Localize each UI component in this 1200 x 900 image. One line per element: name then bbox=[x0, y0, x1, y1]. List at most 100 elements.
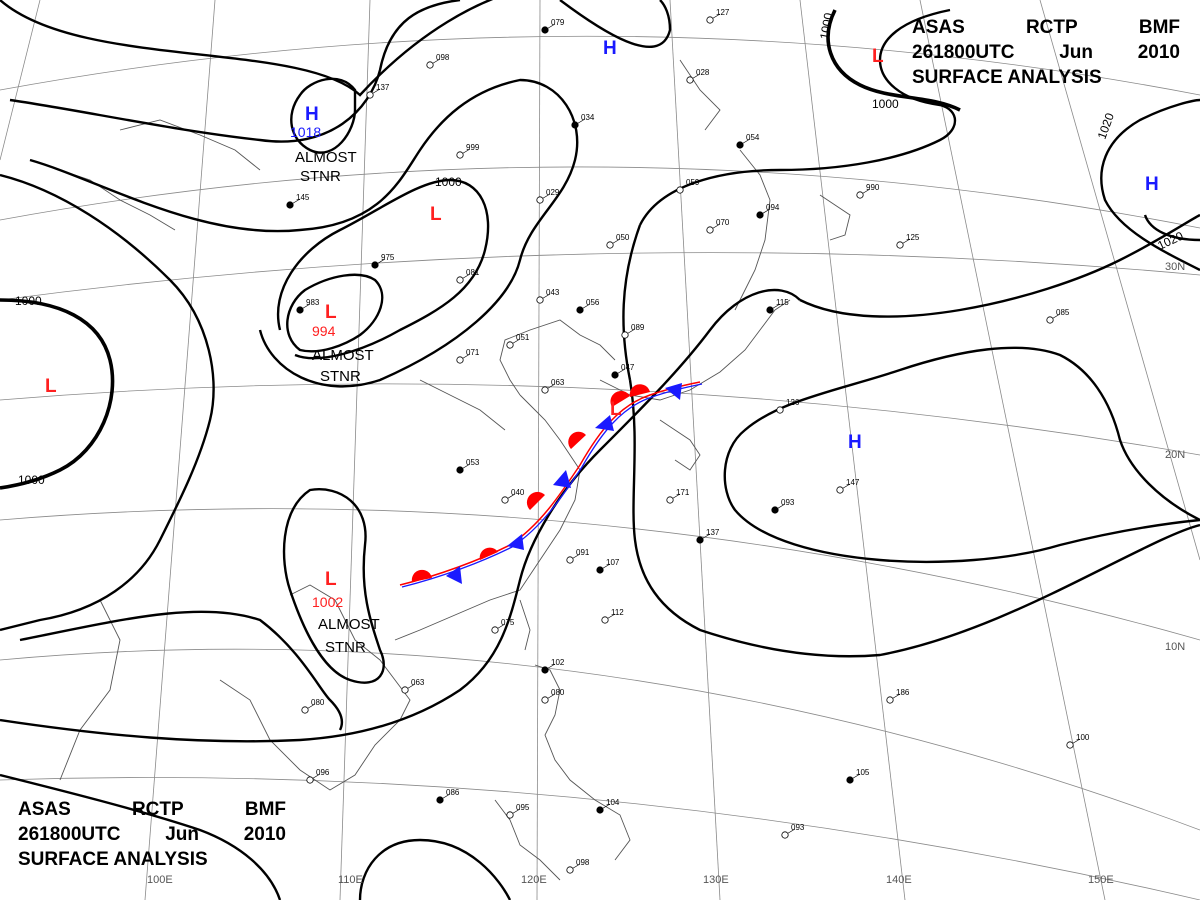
station-marker bbox=[696, 536, 704, 544]
station-plot: 071 bbox=[456, 348, 480, 364]
station-marker bbox=[736, 141, 744, 149]
station-pressure-label: 098 bbox=[576, 858, 590, 867]
header-code: BMF bbox=[244, 799, 286, 820]
station-pressure-label: 137 bbox=[376, 83, 390, 92]
lon-label: 120E bbox=[521, 874, 547, 886]
station-plot: 098 bbox=[566, 858, 590, 874]
front-warm-symbol bbox=[629, 384, 650, 397]
station-pressure-label: 126 bbox=[786, 398, 800, 407]
station-marker bbox=[776, 406, 784, 414]
header-time: 261800UTC bbox=[912, 42, 1015, 63]
station-pressure-label: 186 bbox=[896, 688, 910, 697]
header-row-3: SURFACE ANALYSIS bbox=[18, 847, 286, 872]
station-marker bbox=[401, 686, 409, 694]
station-plot: 186 bbox=[886, 688, 910, 704]
front-cold-symbol bbox=[446, 566, 462, 584]
station-pressure-label: 075 bbox=[501, 618, 515, 627]
station-plot: 050 bbox=[606, 233, 630, 249]
station-pressure-label: 086 bbox=[446, 788, 460, 797]
station-pressure-label: 098 bbox=[436, 53, 450, 62]
station-marker bbox=[456, 151, 464, 159]
station-plot: 100 bbox=[1066, 733, 1090, 749]
annotation-text: STNR bbox=[325, 639, 366, 656]
annotation-text: STNR bbox=[320, 368, 361, 385]
station-plot: 063 bbox=[401, 678, 425, 694]
station-marker bbox=[836, 486, 844, 494]
station-marker bbox=[506, 811, 514, 819]
station-marker bbox=[766, 306, 774, 314]
isobar-labels: 1000 1000 1000 1000 1000 1020 1020 bbox=[15, 11, 1186, 487]
front-cold-symbol bbox=[665, 383, 682, 400]
header-row-3: SURFACE ANALYSIS bbox=[912, 65, 1180, 90]
station-pressure-label: 071 bbox=[466, 348, 480, 357]
station-marker bbox=[366, 91, 374, 99]
station-pressure-label: 081 bbox=[466, 268, 480, 277]
station-plot: 999 bbox=[456, 143, 480, 159]
station-pressure-label: 054 bbox=[746, 133, 760, 142]
station-plot: 081 bbox=[456, 268, 480, 284]
station-marker bbox=[846, 776, 854, 784]
station-marker bbox=[456, 356, 464, 364]
station-marker bbox=[611, 371, 619, 379]
station-pressure-label: 125 bbox=[906, 233, 920, 242]
front-cold-symbol bbox=[553, 470, 571, 488]
station-marker bbox=[491, 626, 499, 634]
station-pressure-label: 145 bbox=[296, 193, 310, 202]
header-station: RCTP bbox=[131, 799, 184, 820]
station-plot: 171 bbox=[666, 488, 690, 504]
station-plot: 983 bbox=[296, 298, 320, 314]
station-plot: 990 bbox=[856, 183, 880, 199]
station-plot: 093 bbox=[781, 823, 805, 839]
station-marker bbox=[756, 211, 764, 219]
station-pressure-label: 975 bbox=[381, 253, 395, 262]
high-pressure-center: H bbox=[305, 104, 319, 125]
pressure-center-value: 1002 bbox=[312, 594, 343, 610]
front-warm-symbol bbox=[526, 491, 545, 510]
station-pressure-label: 127 bbox=[716, 8, 730, 17]
station-marker bbox=[886, 696, 894, 704]
station-marker bbox=[566, 866, 574, 874]
station-pressure-label: 080 bbox=[311, 698, 325, 707]
station-plot: 085 bbox=[1046, 308, 1070, 324]
station-plot: 075 bbox=[491, 618, 515, 634]
front-warm-symbol bbox=[610, 390, 630, 407]
header-month: Jun bbox=[165, 824, 199, 845]
station-plot: 127 bbox=[706, 8, 730, 24]
station-pressure-label: 080 bbox=[551, 688, 565, 697]
station-pressure-label: 089 bbox=[631, 323, 645, 332]
station-marker bbox=[541, 666, 549, 674]
header-row-2: 261800UTC Jun 2010 bbox=[18, 822, 286, 847]
station-marker bbox=[771, 506, 779, 514]
low-pressure-center: L bbox=[45, 376, 57, 397]
header-row-1: ASAS RCTP BMF bbox=[912, 15, 1180, 40]
station-marker bbox=[426, 61, 434, 69]
isobar-label: 1000 bbox=[15, 294, 42, 308]
station-plot: 093 bbox=[771, 498, 795, 514]
station-pressure-label: 096 bbox=[316, 768, 330, 777]
station-pressure-label: 029 bbox=[546, 188, 560, 197]
station-pressure-label: 053 bbox=[466, 458, 480, 467]
station-marker bbox=[706, 16, 714, 24]
station-pressure-label: 091 bbox=[576, 548, 590, 557]
header-row-2: 261800UTC Jun 2010 bbox=[912, 40, 1180, 65]
header-time: 261800UTC bbox=[18, 824, 121, 845]
station-pressure-label: 990 bbox=[866, 183, 880, 192]
front-warm-symbol bbox=[479, 547, 498, 560]
station-plot: 053 bbox=[456, 458, 480, 474]
station-plot: 145 bbox=[286, 193, 310, 209]
station-marker bbox=[781, 831, 789, 839]
isobar-label: 1000 bbox=[18, 473, 45, 487]
lon-label: 100E bbox=[147, 874, 173, 886]
station-marker bbox=[676, 186, 684, 194]
station-plot: 107 bbox=[596, 558, 620, 574]
high-pressure-center: H bbox=[603, 38, 617, 59]
station-pressure-label: 040 bbox=[511, 488, 525, 497]
station-pressure-label: 095 bbox=[516, 803, 530, 812]
header-bottom-left: ASAS RCTP BMF 261800UTC Jun 2010 SURFACE… bbox=[18, 797, 286, 872]
station-marker bbox=[856, 191, 864, 199]
station-pressure-label: 047 bbox=[621, 363, 635, 372]
station-plot: 034 bbox=[571, 113, 595, 129]
annotation-text: STNR bbox=[300, 168, 341, 185]
station-pressure-label: 043 bbox=[546, 288, 560, 297]
